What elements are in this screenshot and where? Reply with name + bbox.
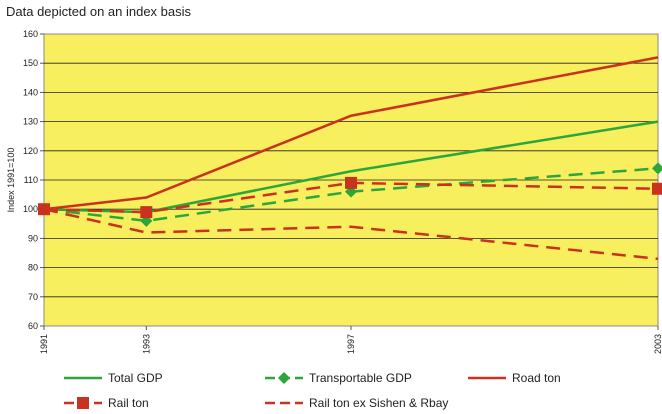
- legend-item-4: Rail ton ex Sishen & Rbay: [265, 396, 448, 410]
- y-tick-label-60: 60: [28, 321, 38, 331]
- legend-marker-3: [77, 397, 89, 409]
- legend-label-0: Total GDP: [108, 371, 163, 385]
- y-tick-label-130: 130: [23, 117, 38, 127]
- legend-label-3: Rail ton: [108, 396, 149, 410]
- series-4: [43, 207, 659, 261]
- legend-label-2: Road ton: [512, 371, 561, 385]
- y-tick-label-120: 120: [23, 146, 38, 156]
- series-3-point-3: [652, 182, 662, 195]
- gridlines: [44, 62, 658, 298]
- y-tick-label-140: 140: [23, 87, 38, 97]
- series-line-2: [43, 56, 659, 211]
- y-axis-ticks: 60 70 80 90 100 110 120 130 140 150 160: [23, 29, 44, 331]
- series-3-point-2: [345, 176, 357, 189]
- y-tick-label-90: 90: [28, 233, 38, 243]
- legend-marker-1: [278, 372, 290, 384]
- series-2: [43, 56, 659, 211]
- legend: Total GDP Transportable GDP Road ton Rail t…: [64, 371, 561, 410]
- y-axis-label: Index 1991=100: [6, 148, 16, 213]
- legend-item-1: Transportable GDP: [265, 371, 412, 385]
- series-lines: [38, 56, 662, 261]
- x-tick-label-1991: 1991: [39, 334, 49, 354]
- series-1-point-3: [652, 162, 662, 175]
- series-3-point-1: [140, 206, 153, 219]
- chart-title: Data depicted on an index basis: [6, 4, 192, 19]
- y-tick-label-160: 160: [23, 29, 38, 39]
- legend-label-4: Rail ton ex Sishen & Rbay: [309, 396, 448, 410]
- y-tick-label-150: 150: [23, 58, 38, 68]
- y-tick-label-80: 80: [28, 263, 38, 273]
- series-line-1: [43, 167, 659, 223]
- x-tick-label-1997: 1997: [346, 334, 356, 354]
- x-tick-label-1993: 1993: [141, 334, 151, 354]
- y-tick-label-100: 100: [23, 204, 38, 214]
- legend-item-0: Total GDP: [64, 371, 163, 385]
- y-tick-label-110: 110: [24, 175, 38, 185]
- series-line-4: [43, 207, 659, 261]
- legend-label-1: Transportable GDP: [309, 371, 412, 385]
- y-tick-label-70: 70: [28, 292, 38, 302]
- legend-item-2: Road ton: [468, 371, 561, 385]
- series-line-3: [43, 181, 659, 214]
- x-axis-ticks: 1991 1993 1997 2003: [39, 326, 662, 354]
- x-tick-label-2003: 2003: [653, 334, 662, 354]
- legend-item-3: Rail ton: [64, 396, 149, 410]
